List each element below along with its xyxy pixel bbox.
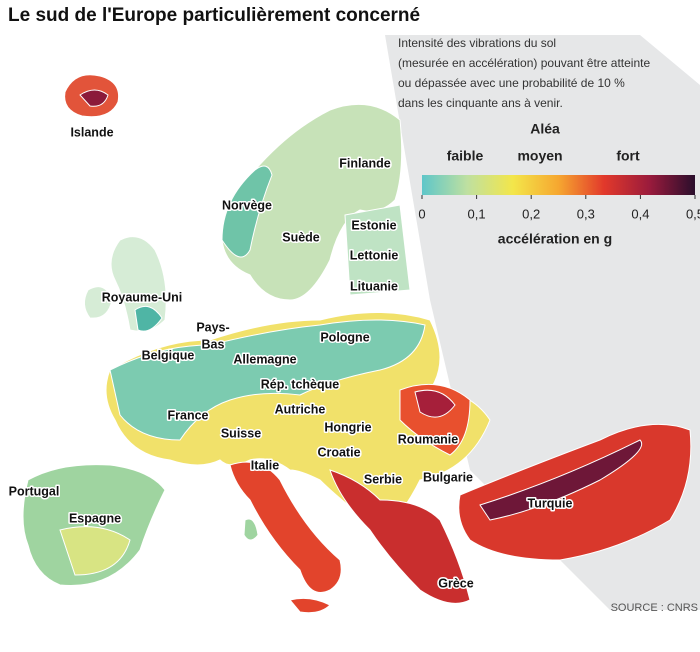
country-label: Grèce xyxy=(438,576,473,590)
country-label: Suisse xyxy=(221,426,261,440)
colorbar xyxy=(422,175,695,195)
legend-level: fort xyxy=(616,148,640,164)
country-label: Belgique xyxy=(142,348,195,362)
country-label: Espagne xyxy=(69,511,121,525)
country-label: Allemagne xyxy=(233,352,296,366)
country-label: Pologne xyxy=(320,330,369,344)
country-label: France xyxy=(168,408,209,422)
legend-description-line: ou dépassée avec une probabilité de 10 % xyxy=(398,76,625,90)
country-label: Autriche xyxy=(275,402,326,416)
country-label: Rép. tchèque xyxy=(261,377,340,391)
colorbar-tick-label: 0,2 xyxy=(522,206,540,221)
colorbar-tick-label: 0,5 xyxy=(686,206,700,221)
country-label: Lettonie xyxy=(350,248,399,262)
country-label: Pays- xyxy=(196,320,229,334)
country-label: Suède xyxy=(282,230,320,244)
country-label: Italie xyxy=(251,458,280,472)
country-label: Hongrie xyxy=(324,420,371,434)
title: Le sud de l'Europe particulièrement conc… xyxy=(8,5,420,26)
colorbar-tick-label: 0 xyxy=(418,206,425,221)
country-label: Royaume-Uni xyxy=(102,290,183,304)
legend-level: faible xyxy=(447,148,484,164)
legend-heading: Aléa xyxy=(530,121,560,137)
source: SOURCE : CNRS xyxy=(611,602,698,614)
colorbar-axis-label: accélération en g xyxy=(498,231,612,247)
legend-description: Intensité des vibrations du sol (mesurée … xyxy=(398,36,650,110)
land xyxy=(22,74,692,614)
country-label: Serbie xyxy=(364,472,402,486)
legend-description-line: dans les cinquante ans à venir. xyxy=(398,96,563,110)
legend-level: moyen xyxy=(517,148,562,164)
legend-description-line: Intensité des vibrations du sol xyxy=(398,36,556,50)
country-label: Lituanie xyxy=(350,279,398,293)
country-label: Roumanie xyxy=(398,432,458,446)
country-label: Islande xyxy=(70,125,113,139)
legend-description-line: (mesurée en accélération) pouvant être a… xyxy=(398,56,650,70)
country-label: Croatie xyxy=(317,445,360,459)
country-label: Portugal xyxy=(9,484,60,498)
country-label: Turquie xyxy=(528,496,573,510)
country-label: Bas xyxy=(202,337,225,351)
country-label: Estonie xyxy=(351,218,396,232)
colorbar-tick-label: 0,1 xyxy=(468,206,486,221)
colorbar-tick-label: 0,4 xyxy=(631,206,649,221)
country-label: Norvège xyxy=(222,198,272,212)
country-label: Bulgarie xyxy=(423,470,473,484)
country-label: Finlande xyxy=(339,156,390,170)
colorbar-tick-label: 0,3 xyxy=(577,206,595,221)
